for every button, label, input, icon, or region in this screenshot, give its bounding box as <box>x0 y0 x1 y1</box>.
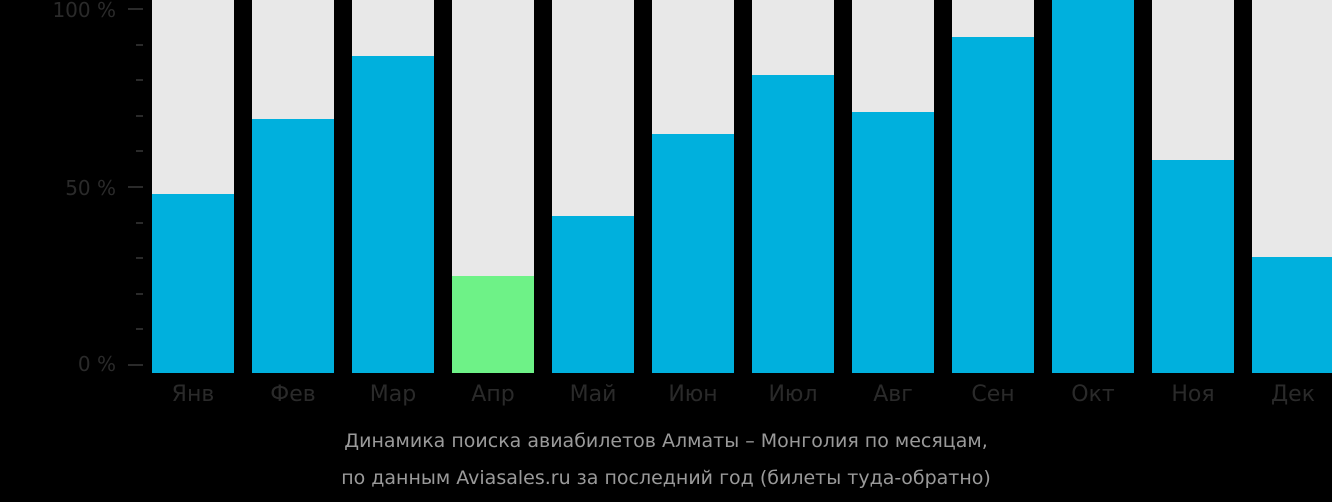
y-tick <box>136 257 143 260</box>
bar-value <box>352 55 434 373</box>
bar-value <box>952 37 1034 373</box>
x-tick-label: Окт <box>1071 382 1115 407</box>
caption-line-1: Динамика поиска авиабилетов Алматы – Мон… <box>344 430 988 452</box>
bar-10 <box>1052 0 1134 373</box>
x-tick-label: Фев <box>270 382 316 407</box>
x-tick-label: Май <box>569 382 617 407</box>
y-tick <box>136 328 143 331</box>
y-tick <box>136 114 143 117</box>
bar-value <box>152 193 234 373</box>
y-tick <box>128 186 143 188</box>
bar-value <box>1052 0 1134 373</box>
bar-value <box>1152 160 1234 373</box>
x-tick-label: Июл <box>768 382 818 407</box>
x-tick-label: Ноя <box>1171 382 1215 407</box>
x-tick-label: Апр <box>471 382 515 407</box>
y-tick <box>128 364 143 366</box>
bar-value <box>852 111 934 373</box>
bar-value <box>552 216 634 373</box>
y-tick-label-50: 50 % <box>65 176 116 200</box>
x-tick-label: Мар <box>369 382 417 407</box>
y-tick <box>136 221 143 224</box>
x-tick-label: Янв <box>171 382 215 407</box>
bar-1 <box>152 0 234 373</box>
caption-line-2: по данным Aviasales.ru за последний год … <box>341 467 991 489</box>
x-tick-label: Дек <box>1270 382 1315 407</box>
y-tick-label-0: 0 % <box>77 352 116 376</box>
x-tick-label: Сен <box>971 382 1015 407</box>
y-tick <box>136 43 143 46</box>
bar-value <box>752 74 834 373</box>
bar-value <box>252 119 334 373</box>
bar-8 <box>852 0 934 373</box>
y-tick <box>136 150 143 153</box>
y-tick <box>128 8 143 10</box>
bar-6 <box>652 0 734 373</box>
bar-value <box>652 134 734 373</box>
bar-11 <box>1152 0 1234 373</box>
bar-value <box>1252 257 1332 373</box>
bar-5 <box>552 0 634 373</box>
y-tick-label-100: 100 % <box>52 0 116 22</box>
y-tick <box>136 79 143 82</box>
bar-3 <box>352 0 434 373</box>
y-tick <box>136 292 143 295</box>
bar-7 <box>752 0 834 373</box>
x-tick-label: Июн <box>668 382 718 407</box>
x-tick-label: Авг <box>873 382 913 407</box>
bar-2 <box>252 0 334 373</box>
bar-9 <box>952 0 1034 373</box>
bar-12 <box>1252 0 1332 373</box>
bar-4 <box>452 0 534 373</box>
bar-value <box>452 276 534 373</box>
